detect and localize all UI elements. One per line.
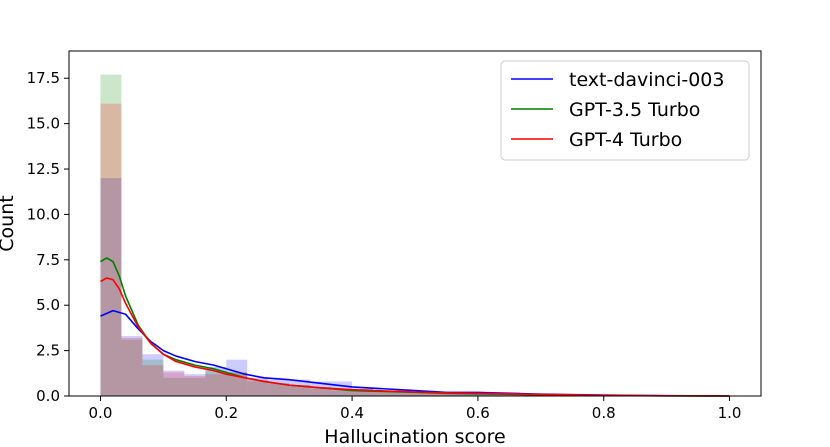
- hist-bar-2-12: [352, 388, 374, 396]
- hist-bar-0-5: [205, 366, 227, 396]
- hist-bar-1-12: [352, 390, 374, 396]
- hist-bar-1-11: [331, 390, 353, 396]
- hist-bar-2-2: [142, 365, 164, 396]
- hist-bar-1-16: [435, 392, 457, 396]
- hist-bar-0-14: [394, 390, 415, 396]
- hist-bar-1-15: [415, 392, 436, 396]
- hist-bar-2-5: [205, 374, 227, 396]
- hist-bar-2-8: [268, 383, 290, 396]
- legend-label-1: GPT-3.5 Turbo: [569, 99, 700, 121]
- hist-bar-2-6: [226, 372, 248, 396]
- hist-bar-1-14: [394, 392, 415, 396]
- hist-bar-1-10: [310, 388, 332, 396]
- hist-bar-1-1: [121, 339, 143, 396]
- y-tick-label-2: 5.0: [36, 296, 60, 314]
- x-tick-label-5: 1.0: [718, 404, 742, 422]
- y-axis-label: Count: [0, 195, 18, 251]
- y-tick-label-3: 7.5: [36, 251, 60, 269]
- x-tick-label-4: 0.8: [592, 404, 616, 422]
- hist-bar-2-1: [121, 337, 143, 396]
- hist-bar-1-8: [268, 383, 290, 396]
- hist-bar-1-7: [247, 381, 269, 396]
- hist-bar-0-16: [435, 392, 457, 396]
- hist-bar-0-13: [373, 390, 395, 396]
- x-tick-label-1: 0.2: [214, 404, 238, 422]
- hist-bar-2-14: [394, 390, 415, 396]
- hist-bar-1-9: [289, 385, 311, 396]
- hist-bar-1-13: [373, 390, 395, 396]
- legend: text-davinci-003 GPT-3.5 Turbo GPT-4 Turbo: [500, 60, 750, 161]
- hist-bar-0-2: [142, 354, 164, 396]
- x-axis-ticks: 0.0 0.2 0.4 0.6 0.8 1.0: [89, 396, 742, 422]
- hist-bar-0-4: [184, 374, 206, 396]
- y-tick-label-5: 12.5: [27, 160, 60, 178]
- hist-bar-2-19: [498, 394, 520, 396]
- hist-bar-1-4: [184, 377, 206, 396]
- hist-bar-2-16: [435, 392, 457, 396]
- hist-bar-1-5: [205, 370, 227, 396]
- hist-bar-0-10: [310, 381, 332, 396]
- x-axis-label: Hallucination score: [324, 426, 505, 447]
- hist-bar-1-18: [477, 394, 499, 396]
- hist-bar-2-11: [331, 388, 353, 396]
- hist-bar-0-3: [163, 370, 185, 396]
- legend-label-2: GPT-4 Turbo: [569, 129, 682, 151]
- hist-bar-2-9: [289, 385, 311, 396]
- hist-bar-1-2: [142, 359, 164, 396]
- hist-bar-0-0: [100, 178, 122, 396]
- x-tick-label-3: 0.6: [466, 404, 490, 422]
- kde-line-2: [100, 277, 730, 397]
- hist-bar-1-3: [163, 377, 185, 396]
- hist-bar-2-15: [415, 392, 436, 396]
- y-tick-label-7: 17.5: [27, 69, 60, 87]
- hist-bar-0-7: [247, 377, 269, 396]
- kde-lines: [100, 257, 730, 397]
- hist-bar-0-12: [352, 388, 374, 396]
- y-tick-label-4: 10.0: [27, 205, 60, 223]
- hist-bar-1-6: [226, 372, 248, 396]
- hist-bar-2-4: [184, 376, 206, 396]
- hist-bar-2-0: [100, 103, 122, 396]
- y-tick-label-6: 15.0: [27, 115, 60, 133]
- hist-bar-2-3: [163, 372, 185, 396]
- legend-box: [500, 60, 750, 161]
- x-tick-label-2: 0.4: [340, 404, 364, 422]
- hist-bar-1-0: [100, 74, 122, 397]
- hist-bar-0-1: [121, 336, 143, 396]
- y-tick-label-0: 0.0: [36, 387, 60, 405]
- y-axis-ticks: 0.0 2.5 5.0 7.5 10.0 12.5 15.0 17.5: [27, 69, 69, 405]
- hist-bar-0-9: [289, 379, 311, 396]
- legend-label-0: text-davinci-003: [569, 69, 724, 91]
- plot-area-frame: [68, 50, 762, 397]
- hist-bar-2-13: [373, 390, 395, 396]
- y-tick-label-1: 2.5: [36, 342, 60, 360]
- hist-bar-2-10: [310, 386, 332, 396]
- hist-bar-1-19: [498, 394, 520, 396]
- hist-bar-0-6: [226, 359, 248, 396]
- x-tick-label-0: 0.0: [89, 404, 113, 422]
- hist-bar-2-7: [247, 379, 269, 396]
